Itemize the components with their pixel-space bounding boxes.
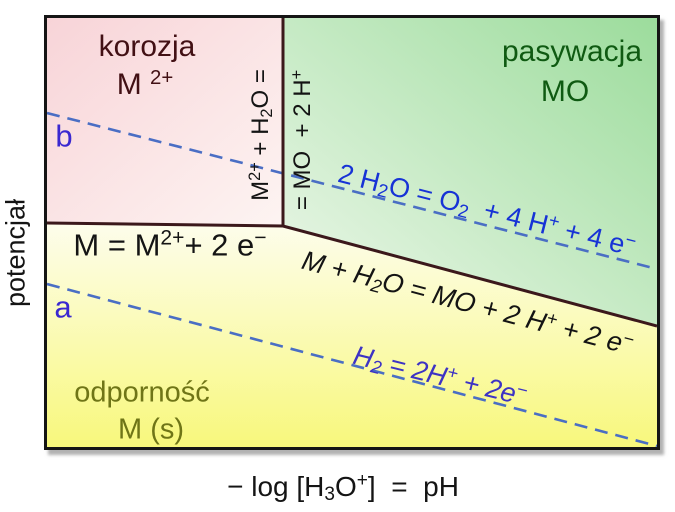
boundary-eq-ion-oxide-right: = MO + 2 H+ [287, 69, 316, 211]
x-axis-label: − log [H3O+] = pH [227, 470, 459, 506]
diagram-canvas [47, 18, 657, 447]
region-immunity [47, 223, 657, 447]
region-corrosion [47, 18, 283, 226]
corrosion-label: korozja [98, 30, 196, 63]
region-passivation [283, 18, 657, 326]
boundary-eq-ion-oxide-left: M2+ + H2O = [245, 69, 276, 201]
boundary-eq-metal-ion: M = M2++ 2 e− [73, 226, 267, 263]
line-a-label: a [54, 289, 72, 325]
corrosion-formula: M 2+ [116, 66, 174, 101]
line-b-label: b [55, 118, 73, 154]
hydrogen-line-a [47, 282, 657, 447]
y-axis-label: potencjał [0, 198, 31, 308]
passivation-formula: MO [540, 75, 590, 108]
immunity-formula: M (s) [117, 413, 185, 446]
plot-area [44, 15, 660, 450]
immunity-label: odporność [74, 376, 210, 409]
passivation-label: pasywacja [501, 35, 643, 68]
boundary-horizontal-sloped [47, 221, 657, 328]
